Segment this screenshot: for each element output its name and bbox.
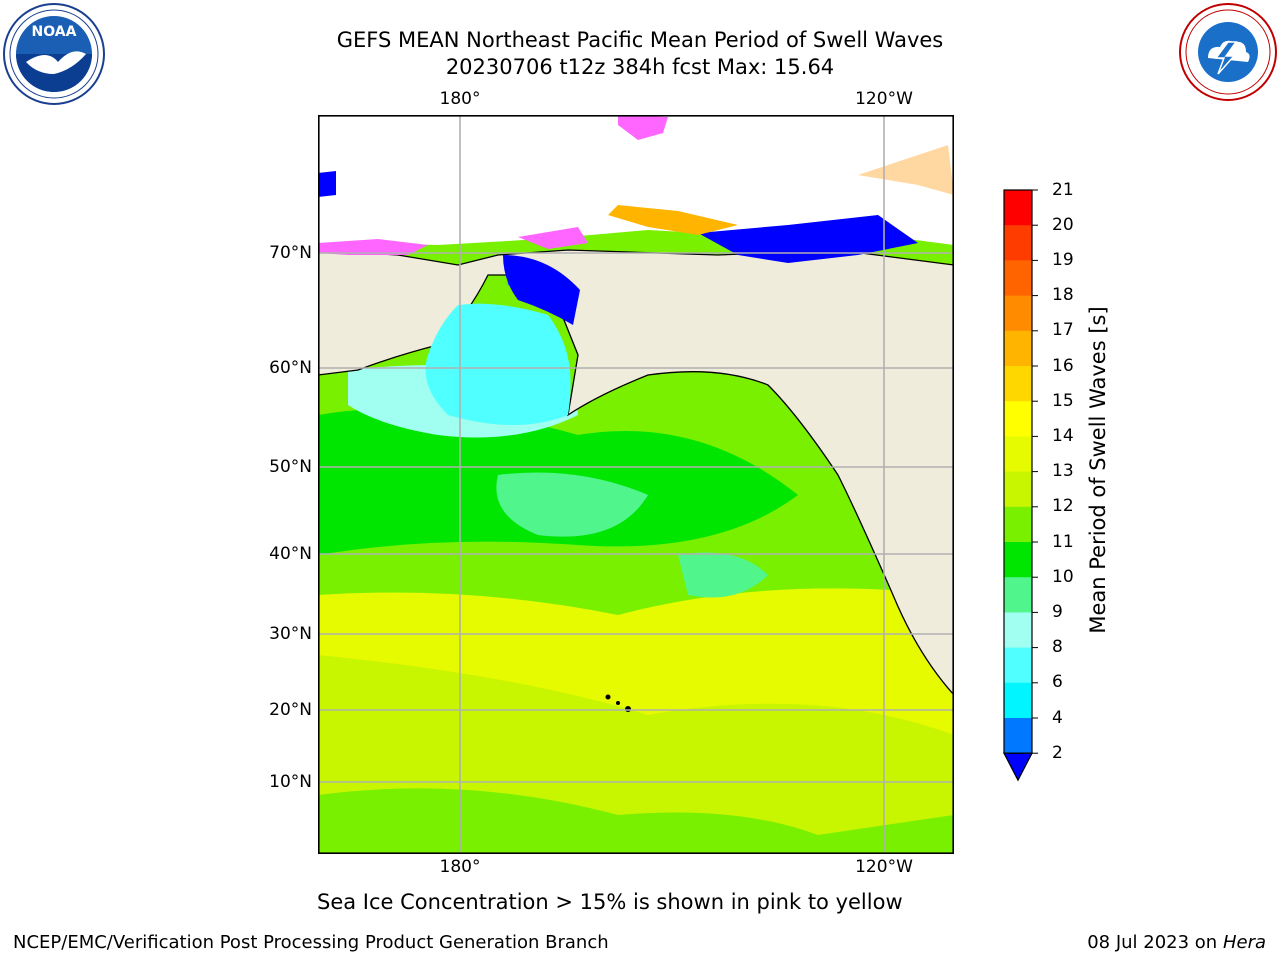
colorbar-segment [1004, 542, 1032, 578]
beaufort-low-swell [698, 215, 918, 263]
colorbar-tick: 9 [1052, 602, 1063, 622]
hawaii-island [605, 694, 611, 700]
colorbar-tick: 18 [1052, 285, 1074, 305]
graticule [318, 115, 954, 854]
colorbar-tick: 12 [1052, 496, 1074, 516]
sea-ice-pink-central [518, 227, 588, 249]
footer-date-text: 08 Jul 2023 on [1087, 932, 1223, 953]
lat-label: 10°N [269, 772, 312, 792]
sea-ice-pink-west [318, 239, 428, 255]
map-frame [318, 115, 954, 854]
colorbar-segment [1004, 506, 1032, 543]
lat-label: 50°N [269, 457, 312, 477]
lon-label-top: 180° [439, 89, 481, 109]
colorbar-tick: 13 [1052, 461, 1074, 481]
colorbar-tick: 15 [1052, 391, 1074, 411]
colorbar-segment [1004, 612, 1032, 649]
colorbar-tick: 21 [1052, 180, 1074, 200]
sea-ice-light-arctic [858, 145, 954, 195]
hawaii-island [625, 706, 631, 712]
lon-label-top: 120°W [855, 89, 913, 109]
colorbar-segment [1004, 295, 1032, 332]
swell-band-10s-b [678, 552, 768, 598]
colorbar-tick: 11 [1052, 532, 1074, 552]
colorbar-tick: 2 [1052, 743, 1063, 763]
lon-label-bottom: 120°W [855, 857, 913, 877]
chart-subtitle: 20230706 t12z 384h fcst Max: 15.64 [445, 55, 835, 79]
colorbar-segment [1004, 401, 1032, 437]
lat-label: 40°N [269, 544, 312, 564]
colorbar-segment [1004, 718, 1032, 754]
chart-title: GEFS MEAN Northeast Pacific Mean Period … [336, 28, 944, 52]
nws-logo [1178, 2, 1278, 102]
hawaii-island [616, 701, 620, 705]
colorbar-segment [1004, 577, 1032, 613]
colorbar-tick: 6 [1052, 672, 1063, 692]
sea-ice-orange [608, 205, 738, 235]
colorbar-segment [1004, 436, 1032, 473]
colorbar-tick: 10 [1052, 567, 1074, 587]
sea-ice-pink-north [618, 115, 668, 140]
colorbar-tick: 17 [1052, 320, 1074, 340]
lon-label-bottom: 180° [439, 857, 481, 877]
lat-label: 20°N [269, 700, 312, 720]
footer-branch: NCEP/EMC/Verification Post Processing Pr… [13, 932, 609, 953]
ice-region [318, 115, 954, 245]
colorbar-tick: 8 [1052, 637, 1063, 657]
chukchi-low-swell [503, 255, 580, 325]
colorbar-tick: 4 [1052, 708, 1063, 728]
colorbar-tick: 19 [1052, 250, 1074, 270]
lat-label: 60°N [269, 358, 312, 378]
colorbar-segment [1004, 682, 1032, 719]
lat-label: 70°N [269, 243, 312, 263]
ice-blue-patch [318, 171, 336, 197]
footer-date: 08 Jul 2023 on Hera [1087, 932, 1266, 953]
ice-caption: Sea Ice Concentration > 15% is shown in … [317, 890, 903, 914]
colorbar-segment [1004, 190, 1032, 226]
colorbar [1003, 189, 1038, 782]
swell-band-12s-south [318, 788, 954, 854]
map-plot [318, 115, 954, 854]
colorbar-segment [1004, 647, 1032, 684]
colorbar-under-extension [1003, 752, 1033, 782]
footer-machine: Hera [1222, 932, 1266, 953]
colorbar-tick: 16 [1052, 356, 1074, 376]
noaa-logo-text: NOAA [32, 24, 77, 40]
colorbar-tick: 14 [1052, 426, 1074, 446]
swell-band-10s [496, 472, 648, 537]
colorbar-segment [1004, 225, 1032, 261]
colorbar-tick: 20 [1052, 215, 1074, 235]
colorbar-segment [1004, 471, 1032, 508]
lat-label: 30°N [269, 624, 312, 644]
colorbar-segment [1004, 366, 1032, 402]
colorbar-segment [1004, 260, 1032, 297]
colorbar-segment [1004, 330, 1032, 367]
colorbar-label: Mean Period of Swell Waves [s] [1086, 306, 1110, 634]
bering-sea [425, 303, 571, 425]
noaa-logo: NOAA [2, 2, 106, 106]
